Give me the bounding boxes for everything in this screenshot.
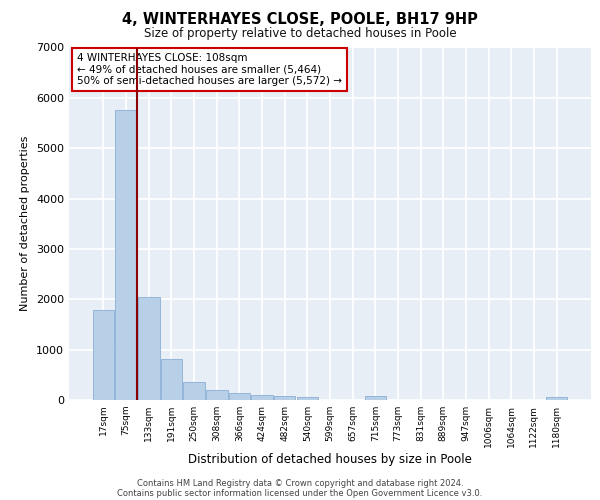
Bar: [161, 358, 182, 400]
Bar: [206, 390, 227, 400]
Bar: [296, 397, 318, 400]
Bar: [93, 310, 114, 400]
Y-axis label: Number of detached properties: Number of detached properties: [20, 136, 31, 312]
Bar: [115, 110, 137, 400]
Bar: [251, 395, 273, 400]
Text: Contains HM Land Registry data © Crown copyright and database right 2024.: Contains HM Land Registry data © Crown c…: [137, 478, 463, 488]
Text: Contains public sector information licensed under the Open Government Licence v3: Contains public sector information licen…: [118, 488, 482, 498]
Bar: [138, 297, 160, 400]
Bar: [184, 382, 205, 400]
Bar: [546, 397, 567, 400]
Bar: [274, 396, 295, 400]
X-axis label: Distribution of detached houses by size in Poole: Distribution of detached houses by size …: [188, 452, 472, 466]
Text: 4 WINTERHAYES CLOSE: 108sqm
← 49% of detached houses are smaller (5,464)
50% of : 4 WINTERHAYES CLOSE: 108sqm ← 49% of det…: [77, 53, 342, 86]
Text: 4, WINTERHAYES CLOSE, POOLE, BH17 9HP: 4, WINTERHAYES CLOSE, POOLE, BH17 9HP: [122, 12, 478, 28]
Bar: [229, 394, 250, 400]
Bar: [365, 396, 386, 400]
Text: Size of property relative to detached houses in Poole: Size of property relative to detached ho…: [143, 28, 457, 40]
